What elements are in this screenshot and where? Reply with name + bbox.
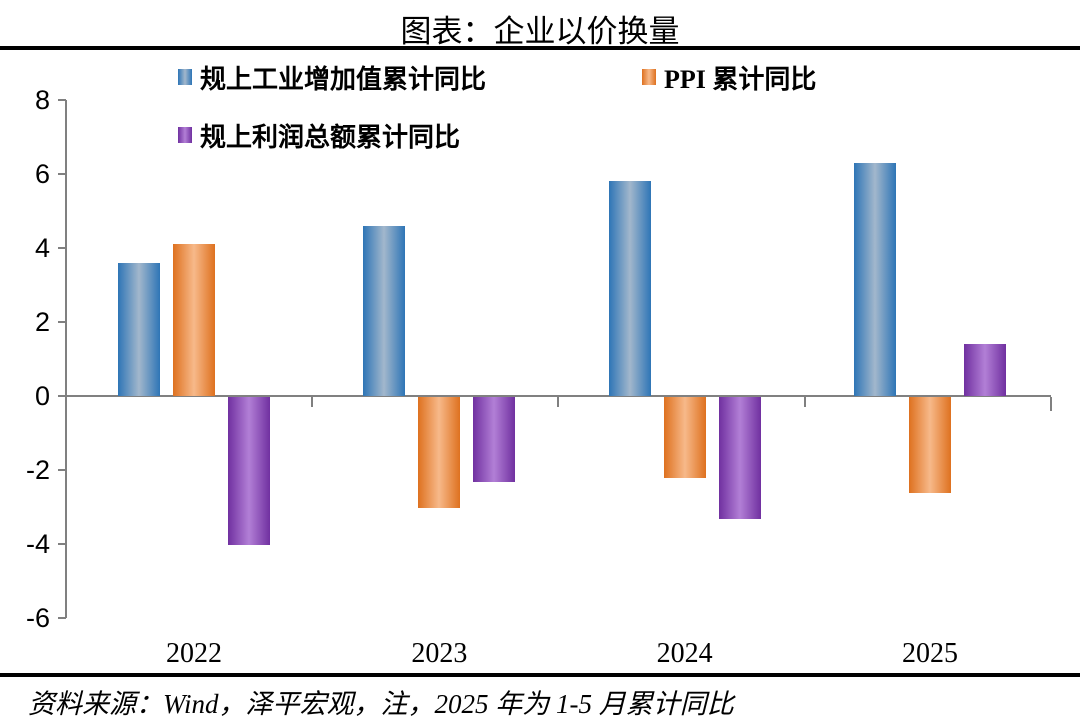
bar bbox=[418, 397, 461, 508]
bar bbox=[908, 397, 951, 494]
y-tick-label: 0 bbox=[34, 381, 50, 411]
legend-item-ppi: PPI 累计同比 bbox=[642, 60, 816, 94]
bar bbox=[473, 397, 516, 483]
x-axis-line bbox=[65, 395, 1051, 397]
y-tick-mark bbox=[58, 617, 66, 619]
bar bbox=[663, 397, 706, 479]
x-tick-mark bbox=[803, 397, 806, 407]
bar bbox=[963, 344, 1006, 396]
bar bbox=[173, 244, 215, 396]
bar bbox=[363, 225, 406, 396]
y-axis-line bbox=[65, 100, 67, 618]
y-tick-label: -2 bbox=[25, 455, 50, 485]
bar bbox=[853, 162, 896, 396]
y-tick-label: 2 bbox=[34, 307, 50, 337]
legend-label: PPI 累计同比 bbox=[664, 64, 817, 94]
legend-swatch-purple-icon bbox=[178, 127, 192, 143]
x-category-label: 2024 bbox=[656, 638, 713, 669]
y-tick-mark bbox=[58, 321, 66, 323]
y-tick-mark bbox=[58, 99, 66, 101]
y-tick-mark bbox=[58, 395, 66, 397]
x-category-label: 2022 bbox=[166, 638, 222, 669]
y-tick-label: 4 bbox=[34, 233, 50, 263]
source-note: 资料来源：Wind，泽平宏观，注，2025 年为 1-5 月累计同比 bbox=[28, 689, 734, 719]
legend-item-industrial-value-added: 规上工业增加值累计同比 bbox=[178, 60, 486, 94]
y-tick-mark bbox=[58, 543, 66, 545]
bar bbox=[608, 181, 651, 396]
chart-title: 图表：企业以价换量 bbox=[400, 14, 680, 49]
bottom-rule bbox=[0, 673, 1080, 677]
legend-label: 规上工业增加值累计同比 bbox=[200, 64, 487, 94]
x-category-label: 2025 bbox=[901, 638, 958, 669]
y-tick-label: -6 bbox=[25, 603, 50, 633]
y-tick-mark bbox=[58, 469, 66, 471]
y-tick-label: -4 bbox=[25, 529, 50, 559]
legend-swatch-orange-icon bbox=[642, 69, 656, 85]
x-category-label: 2023 bbox=[411, 638, 468, 669]
x-tick-mark bbox=[1050, 397, 1052, 411]
bar bbox=[118, 262, 160, 396]
y-tick-mark bbox=[58, 247, 66, 249]
top-rule bbox=[0, 46, 1080, 50]
bar bbox=[718, 397, 761, 520]
x-tick-mark bbox=[557, 397, 559, 407]
y-tick-label: 6 bbox=[34, 159, 50, 189]
y-tick-label: 8 bbox=[34, 85, 50, 115]
legend-swatch-blue-icon bbox=[178, 69, 192, 85]
legend-item-total-profit: 规上利润总额累计同比 bbox=[178, 118, 460, 152]
bar bbox=[228, 397, 270, 545]
legend-label: 规上利润总额累计同比 bbox=[200, 122, 461, 152]
y-tick-mark bbox=[58, 173, 66, 175]
x-tick-mark bbox=[310, 397, 313, 407]
